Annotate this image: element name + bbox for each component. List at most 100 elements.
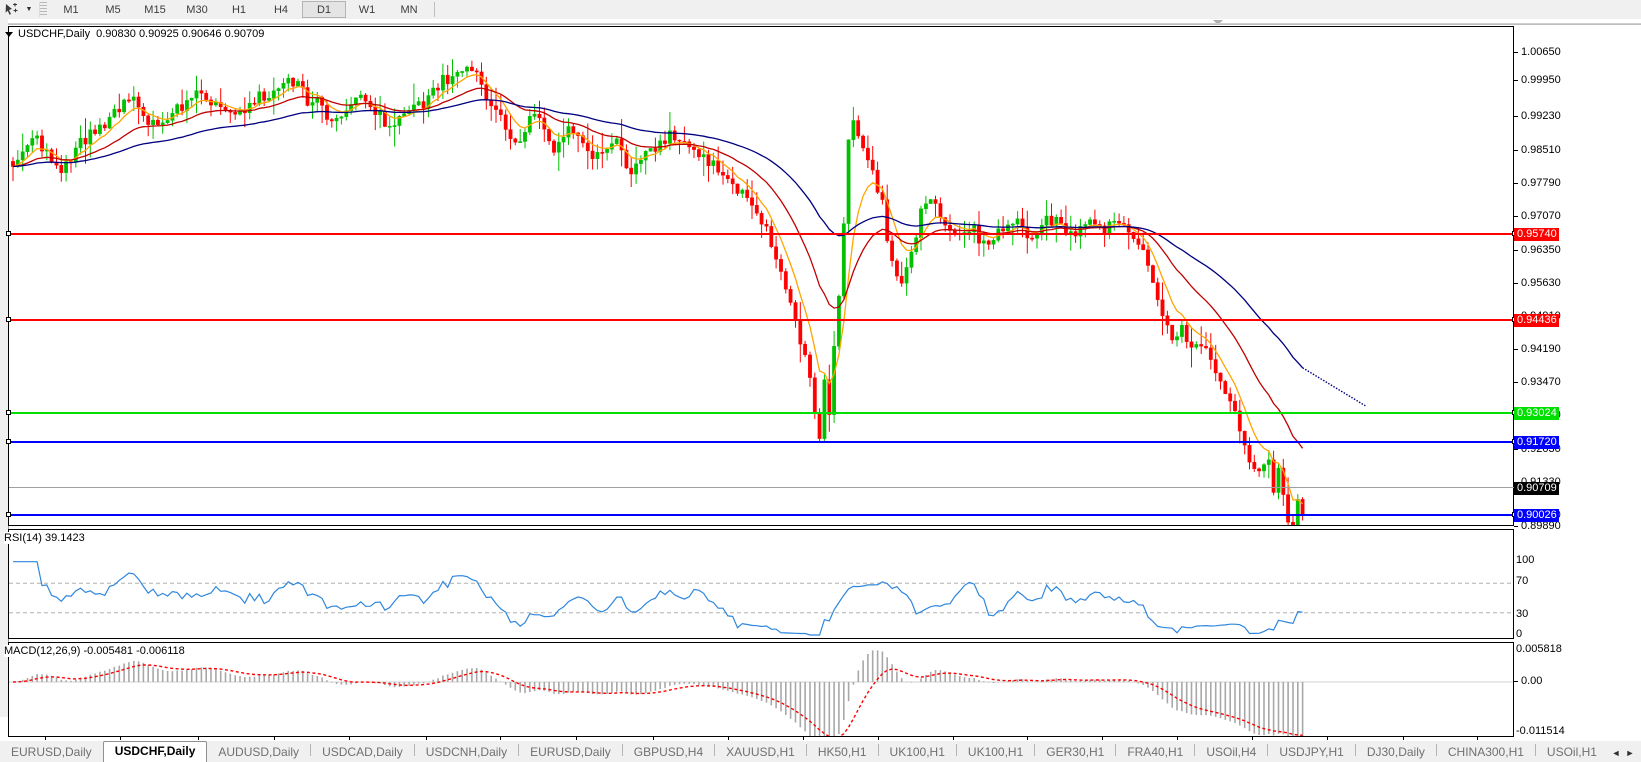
price-tick: 0.98510	[1514, 145, 1561, 156]
candlestick-plot	[11, 59, 1366, 525]
chart-tab-usdcnh-daily[interactable]: USDCNH,Daily	[425, 745, 508, 759]
chart-tab-eurusd-daily[interactable]: EURUSD,Daily	[530, 745, 611, 759]
chart-tab-usoil-h4[interactable]: USOil,H4	[1206, 745, 1257, 759]
time-tick	[952, 737, 954, 741]
time-tick	[119, 737, 121, 741]
chart-tab-uk100-h1[interactable]: UK100,H1	[967, 745, 1024, 759]
rsi-tick: 0	[1516, 628, 1523, 640]
timeframe-m5[interactable]: M5	[105, 3, 121, 16]
rsi-tick: 30	[1516, 608, 1529, 620]
price-tick: 0.99950	[1514, 75, 1561, 86]
chart-tab-usoil-h1[interactable]: USOil,H1	[1546, 745, 1597, 759]
tab-nav: ◄ ►	[1609, 743, 1641, 762]
price-tick: 0.92030	[1514, 444, 1561, 455]
tab-divider	[518, 744, 520, 756]
rsi-label: RSI(14) 39.1423	[4, 532, 88, 544]
price-tag-support-green: 0.93024	[1514, 407, 1559, 420]
macd-pane[interactable]	[8, 642, 1514, 737]
chart-tab-xauusd-h1[interactable]: XAUUSD,H1	[726, 745, 795, 759]
level-line-resistance-2[interactable]	[6, 317, 1517, 322]
timeframe-h4[interactable]: H4	[273, 3, 289, 16]
chart-tab-dj30-daily[interactable]: DJ30,Daily	[1366, 745, 1425, 759]
symbol-name: USDCHF,Daily	[18, 28, 91, 40]
time-tick	[499, 737, 501, 741]
crosshair-cursor-icon[interactable]	[0, 1, 22, 18]
macd-tick: 0.005818	[1516, 643, 1562, 655]
time-tick	[198, 737, 200, 741]
timeframe-m30[interactable]: M30	[186, 3, 208, 16]
time-tick	[1101, 737, 1103, 741]
chart-tab-eurusd-daily[interactable]: EURUSD,Daily	[11, 745, 92, 759]
time-tick	[575, 737, 577, 741]
time-tick	[877, 737, 879, 741]
rsi-pane[interactable]	[8, 529, 1514, 639]
price-tick: 0.96350	[1514, 245, 1561, 256]
timeframe-w1[interactable]: W1	[358, 3, 376, 16]
chart-tab-audusd-daily[interactable]: AUDUSD,Daily	[218, 745, 300, 759]
chart-tab-china300-h1[interactable]: CHINA300,H1	[1447, 745, 1524, 759]
chart-tab-usdcad-daily[interactable]: USDCAD,Daily	[322, 745, 403, 759]
time-tick	[348, 737, 350, 741]
level-line-support-blue-1[interactable]	[6, 439, 1517, 444]
rsi-tick: 70	[1516, 575, 1529, 587]
price-tag-current-price: 0.90709	[1514, 482, 1559, 495]
tab-divider	[1267, 744, 1269, 756]
price-tick: 0.89890	[1514, 521, 1561, 532]
ohlc-values: 0.90830 0.90925 0.90646 0.90709	[96, 28, 265, 40]
tab-divider	[1194, 744, 1196, 756]
time-tick	[1402, 737, 1404, 741]
price-tag-support-blue-1: 0.91720	[1514, 436, 1559, 449]
top-toolbar: ▼ M1 M5 M15 M30 H1 H4 D1 W1 MN	[0, 0, 1641, 20]
macd-plot	[9, 650, 1513, 736]
level-line-current-price[interactable]	[9, 487, 1514, 488]
chart-tab-bar: EURUSD,Daily USDCHF,Daily AUDUSD,Daily USDC…	[0, 740, 1641, 762]
level-line-support-blue-2[interactable]	[6, 512, 1517, 517]
timeframe-mn[interactable]: MN	[400, 3, 418, 16]
time-tick	[44, 737, 46, 741]
timeframe-d1[interactable]: D1	[302, 1, 346, 18]
triangle-down-icon[interactable]	[5, 32, 13, 37]
toolbar-grip[interactable]	[39, 2, 47, 17]
chart-tab-hk50-h1[interactable]: HK50,H1	[817, 745, 867, 759]
chart-tab-usdjpy-h1[interactable]: USDJPY,H1	[1279, 745, 1344, 759]
price-tick: 0.99230	[1514, 111, 1561, 122]
chart-top-splitter[interactable]	[8, 19, 1641, 26]
price-tick: 0.95630	[1514, 278, 1561, 289]
macd-tick: 0.00	[1514, 676, 1542, 687]
chart-tab-usdchf-daily[interactable]: USDCHF,Daily	[102, 741, 208, 762]
symbol-ohlc-label: USDCHF,Daily 0.90830 0.90925 0.90646 0.90…	[18, 28, 264, 40]
tab-divider	[413, 744, 415, 756]
tab-divider	[1534, 744, 1536, 756]
time-tick	[1177, 737, 1179, 741]
tab-next-button[interactable]: ►	[1625, 747, 1635, 758]
level-line-support-green[interactable]	[6, 410, 1517, 415]
tab-divider	[1034, 744, 1036, 756]
tab-divider	[877, 744, 879, 756]
tab-divider	[805, 744, 807, 756]
price-tick: 0.93470	[1514, 377, 1561, 388]
chart-tab-fra40-h1[interactable]: FRA40,H1	[1127, 745, 1184, 759]
macd-axis: 0.005818 0.00 -0.011514	[1514, 642, 1641, 737]
chart-tab-uk100-h1[interactable]: UK100,H1	[889, 745, 945, 759]
rsi-axis: 100 70 30 0	[1514, 529, 1641, 640]
rsi-tick: 100	[1516, 554, 1535, 566]
chart-area: USDCHF,Daily 0.90830 0.90925 0.90646 0.90…	[0, 19, 1641, 759]
chart-tab-ger30-h1[interactable]: GER30,H1	[1046, 745, 1105, 759]
timeframe-m1[interactable]: M1	[63, 3, 79, 16]
price-tick: 0.94190	[1514, 344, 1561, 355]
price-pane[interactable]	[8, 26, 1514, 526]
tab-divider	[1115, 744, 1117, 756]
timeframe-group: M1 M5 M15 M30 H1 H4 D1 W1 MN	[50, 1, 430, 18]
macd-label: MACD(12,26,9) -0.005481 -0.006118	[4, 645, 188, 657]
timeframe-m15[interactable]: M15	[144, 3, 166, 16]
chart-tab-gbpusd-h4[interactable]: GBPUSD,H4	[633, 745, 704, 759]
scroll-marker-icon	[1213, 20, 1223, 25]
chevron-down-icon[interactable]: ▼	[25, 6, 33, 13]
price-axis[interactable]: 1.00650 0.99950 0.99230 0.98510 0.97790 0.970…	[1514, 26, 1641, 532]
tab-prev-button[interactable]: ◄	[1611, 747, 1621, 758]
time-tick	[426, 737, 428, 741]
level-line-resistance-1[interactable]	[6, 231, 1517, 236]
timeframe-h1[interactable]: H1	[231, 3, 247, 16]
time-tick	[1477, 737, 1479, 741]
price-tag-resistance-2: 0.94436	[1514, 314, 1559, 327]
